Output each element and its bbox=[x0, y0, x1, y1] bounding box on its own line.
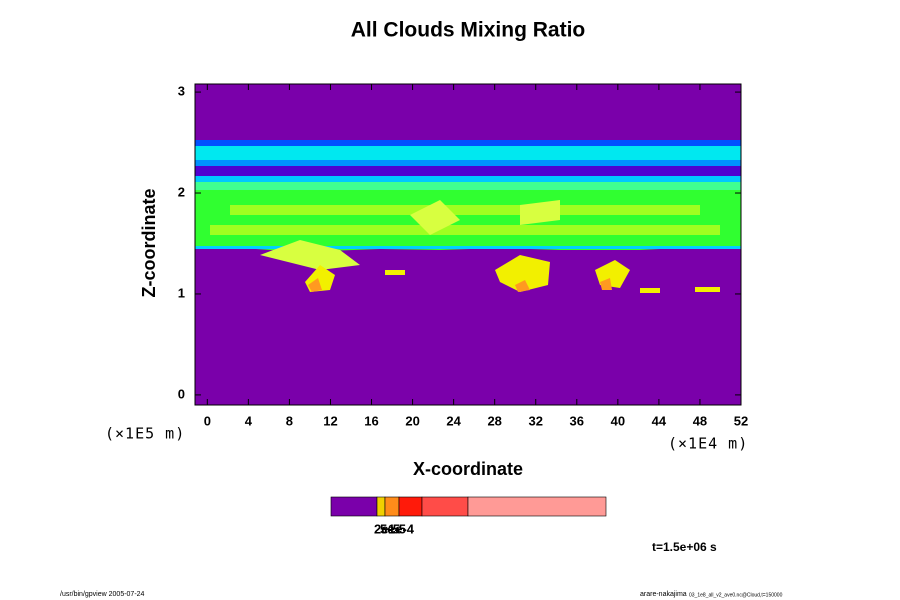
colorbar-label: 2e-5 bbox=[374, 521, 400, 536]
x-unit: (×1E4 m) bbox=[668, 435, 748, 453]
colorbar-segment bbox=[398, 496, 423, 517]
y-unit: (×1E5 m) bbox=[105, 425, 185, 443]
x-tick-label: 28 bbox=[487, 413, 501, 428]
colorbar-segment bbox=[467, 496, 607, 517]
colorbar-label: 5e-5 bbox=[380, 521, 406, 536]
x-tick-label: 12 bbox=[323, 413, 337, 428]
colorbar-label: 1e-4 bbox=[388, 521, 415, 536]
y-tick-label: 0 bbox=[178, 386, 185, 401]
footer-file: 03_1e8_all_v2_ave0.nc@Cloud,t=150000 bbox=[689, 592, 783, 598]
y-tick-label: 3 bbox=[178, 84, 185, 99]
y-tick-label: 2 bbox=[178, 184, 185, 199]
x-tick-label: 24 bbox=[446, 413, 461, 428]
x-tick-label: 36 bbox=[570, 413, 584, 428]
x-tick-label: 52 bbox=[734, 413, 748, 428]
x-tick-label: 8 bbox=[286, 413, 293, 428]
chart-title: All Clouds Mixing Ratio bbox=[351, 19, 586, 42]
colorbar-segment bbox=[421, 496, 469, 517]
x-tick-label: 20 bbox=[405, 413, 419, 428]
colorbar-segment bbox=[384, 496, 400, 517]
footer-left: /usr/bin/gpview 2005-07-24 bbox=[60, 591, 145, 598]
contour-field bbox=[194, 83, 742, 406]
x-tick-label: 16 bbox=[364, 413, 378, 428]
x-tick-label: 48 bbox=[693, 413, 707, 428]
x-tick-label: 44 bbox=[652, 413, 667, 428]
colorbar-segment bbox=[330, 496, 378, 517]
time-label: t=1.5e+06 s bbox=[652, 540, 717, 554]
y-axis-label: Z-coordinate bbox=[139, 188, 159, 297]
colorbar-segment bbox=[376, 496, 386, 517]
x-tick-label: 40 bbox=[611, 413, 625, 428]
footer-right: arare-nakajima bbox=[640, 591, 687, 598]
x-tick-label: 0 bbox=[204, 413, 211, 428]
x-tick-label: 4 bbox=[245, 413, 253, 428]
x-axis-label: X-coordinate bbox=[413, 459, 523, 479]
y-tick-label: 1 bbox=[178, 285, 185, 300]
x-tick-label: 32 bbox=[529, 413, 543, 428]
